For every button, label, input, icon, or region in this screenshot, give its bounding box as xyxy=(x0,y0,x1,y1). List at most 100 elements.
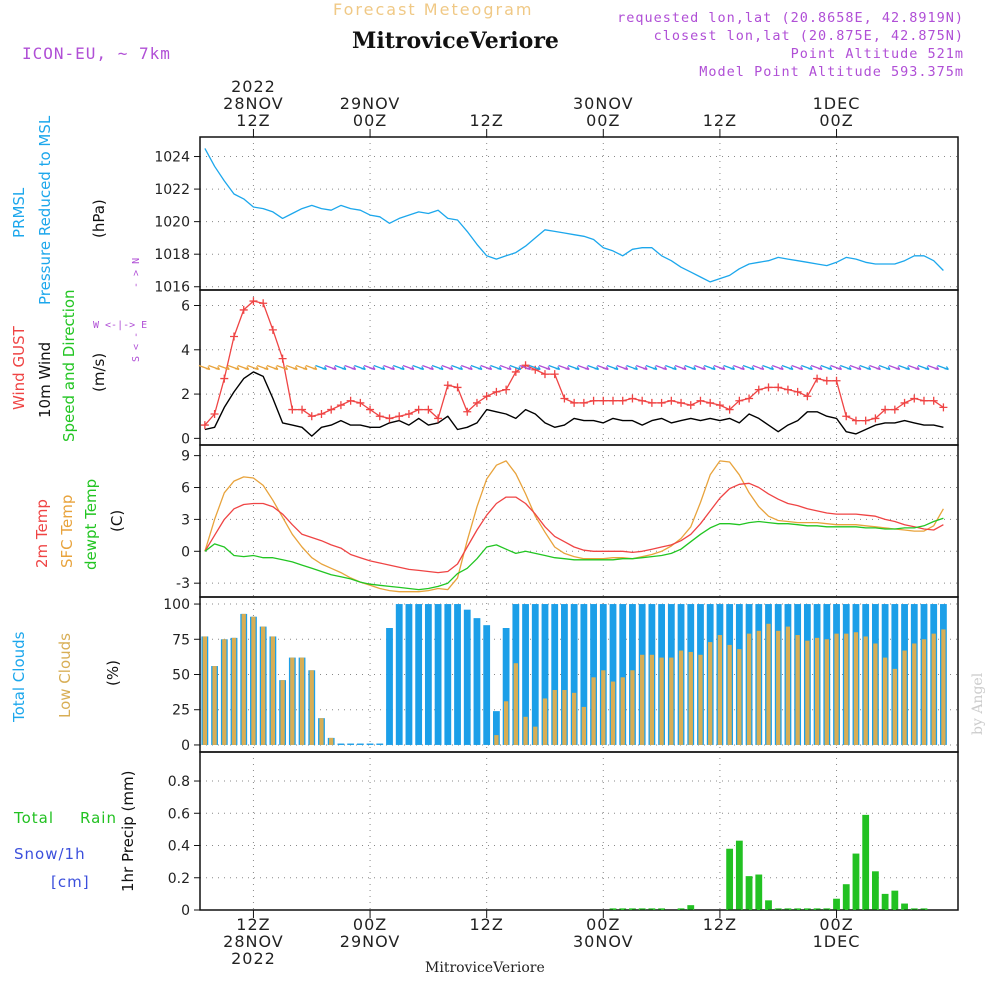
gust-marker xyxy=(793,387,802,396)
gust-marker xyxy=(803,392,812,401)
wind-direction-arrow xyxy=(694,364,706,371)
low-cloud-bar xyxy=(601,670,606,745)
y-tick-label: 0 xyxy=(181,544,190,560)
y-tick-label: 6 xyxy=(181,481,190,497)
dewpt-label: dewpt Temp xyxy=(82,478,100,570)
x-tick-label-bottom: 28NOV xyxy=(223,932,284,951)
wind-direction-arrow xyxy=(373,364,386,371)
x-tick-label-top: 00Z xyxy=(353,111,387,130)
wind-direction-arrow xyxy=(840,364,852,371)
total-cloud-bar xyxy=(463,609,471,745)
low-cloud-bar xyxy=(329,737,334,745)
wind-direction-arrow xyxy=(266,364,279,371)
signature: by Angel xyxy=(970,672,986,735)
wind-direction-arrow xyxy=(286,364,298,371)
pressure-label-2: Pressure Reduced to MSL xyxy=(36,115,54,305)
wind-direction-arrow xyxy=(733,364,745,371)
y-tick-label: 0 xyxy=(181,431,190,447)
gust-marker xyxy=(443,381,452,390)
wind-direction-arrow xyxy=(849,364,862,371)
low-cloud-bar xyxy=(572,692,577,745)
x-tick-label-bottom: 2022 xyxy=(231,949,276,968)
x-tick-label-bottom: 12Z xyxy=(470,915,504,934)
rain-bar xyxy=(638,908,646,910)
rain-bar xyxy=(619,908,627,910)
low-cloud-bar xyxy=(912,643,917,745)
low-cloud-bar xyxy=(290,657,295,745)
low-cloud-bar xyxy=(270,636,276,745)
low-cloud-bar xyxy=(523,716,528,745)
low-cloud-bar xyxy=(222,639,227,745)
x-tick-label-bottom: 12Z xyxy=(703,915,737,934)
temp-2m-line xyxy=(204,482,944,574)
gust-marker xyxy=(366,405,375,414)
wind-direction-arrow xyxy=(363,364,376,371)
rain-bar xyxy=(794,908,802,910)
gust-marker xyxy=(434,414,443,423)
gust-marker xyxy=(220,374,229,383)
wind-direction-arrow xyxy=(888,364,901,371)
wind-direction-arrow xyxy=(869,364,881,371)
low-cloud-bar xyxy=(231,637,237,745)
gust-marker xyxy=(890,405,899,414)
chart-title: MitroviceVeriore xyxy=(352,28,559,54)
wind-direction-arrow xyxy=(723,364,736,371)
low-cloud-bar xyxy=(766,623,771,745)
y-tick-label: 1020 xyxy=(154,215,190,231)
total-cloud-bar xyxy=(405,604,413,745)
gust-marker xyxy=(764,383,773,392)
wind-direction-arrow xyxy=(247,364,259,371)
gust-marker xyxy=(540,370,549,379)
y-tick-label: 3 xyxy=(181,512,190,528)
gust-marker xyxy=(638,396,647,405)
gust-marker xyxy=(317,410,326,418)
low-cloud-bar xyxy=(562,690,567,745)
wind-direction-arrow xyxy=(208,364,221,371)
wind-direction-arrow xyxy=(898,364,911,371)
gust-marker xyxy=(842,412,851,421)
low-cloud-bar xyxy=(620,677,625,745)
gust-marker xyxy=(628,394,637,403)
sfc-temp-line xyxy=(204,460,944,593)
total-cloud-bar xyxy=(580,604,588,745)
x-tick-label-bottom: 12Z xyxy=(236,915,270,934)
low-cloud-bar xyxy=(251,616,256,745)
wind-direction-arrow xyxy=(820,364,833,371)
y-tick-label: 0.8 xyxy=(168,774,190,790)
low-cloud-bar xyxy=(814,637,820,745)
wind-direction-arrow xyxy=(470,364,483,371)
wind-speed-line xyxy=(204,371,944,437)
gust-marker xyxy=(881,405,890,414)
y-tick-label: 6 xyxy=(181,299,190,315)
gust-marker xyxy=(463,407,472,416)
total-cloud-bar xyxy=(609,604,617,745)
rain-bar xyxy=(910,908,918,910)
total-cloud-bar xyxy=(386,628,393,745)
wind-direction-arrow xyxy=(519,364,532,371)
x-tick-label-bottom: 00Z xyxy=(353,915,387,934)
x-tick-label-top: 00Z xyxy=(819,111,853,130)
gust-marker xyxy=(200,421,209,430)
low-cloud-bar xyxy=(717,635,723,745)
total-cloud-bar xyxy=(337,743,345,745)
y-tick-label: 1022 xyxy=(154,182,190,198)
wind-direction-arrow xyxy=(218,364,230,371)
low-cloud-bar xyxy=(941,629,946,745)
low-cloud-bar xyxy=(630,670,635,745)
rain-bar xyxy=(842,884,850,910)
rain-bar xyxy=(862,814,870,910)
rain-bar xyxy=(852,853,860,910)
sfc-temp-label: SFC Temp xyxy=(58,494,76,568)
wind-direction-arrow xyxy=(441,364,454,371)
wind-direction-arrow xyxy=(509,364,522,371)
compass-south: S < - xyxy=(131,331,142,362)
low-clouds-label: Low Clouds xyxy=(56,633,74,718)
gust-marker xyxy=(696,396,705,405)
wind-label: 10m Wind xyxy=(36,341,54,418)
rain-bar xyxy=(648,908,656,910)
precip-rain-label: Rain xyxy=(80,809,117,827)
low-cloud-bar xyxy=(805,640,810,745)
total-cloud-bar xyxy=(570,604,578,745)
wind-direction-arrow xyxy=(558,364,570,371)
